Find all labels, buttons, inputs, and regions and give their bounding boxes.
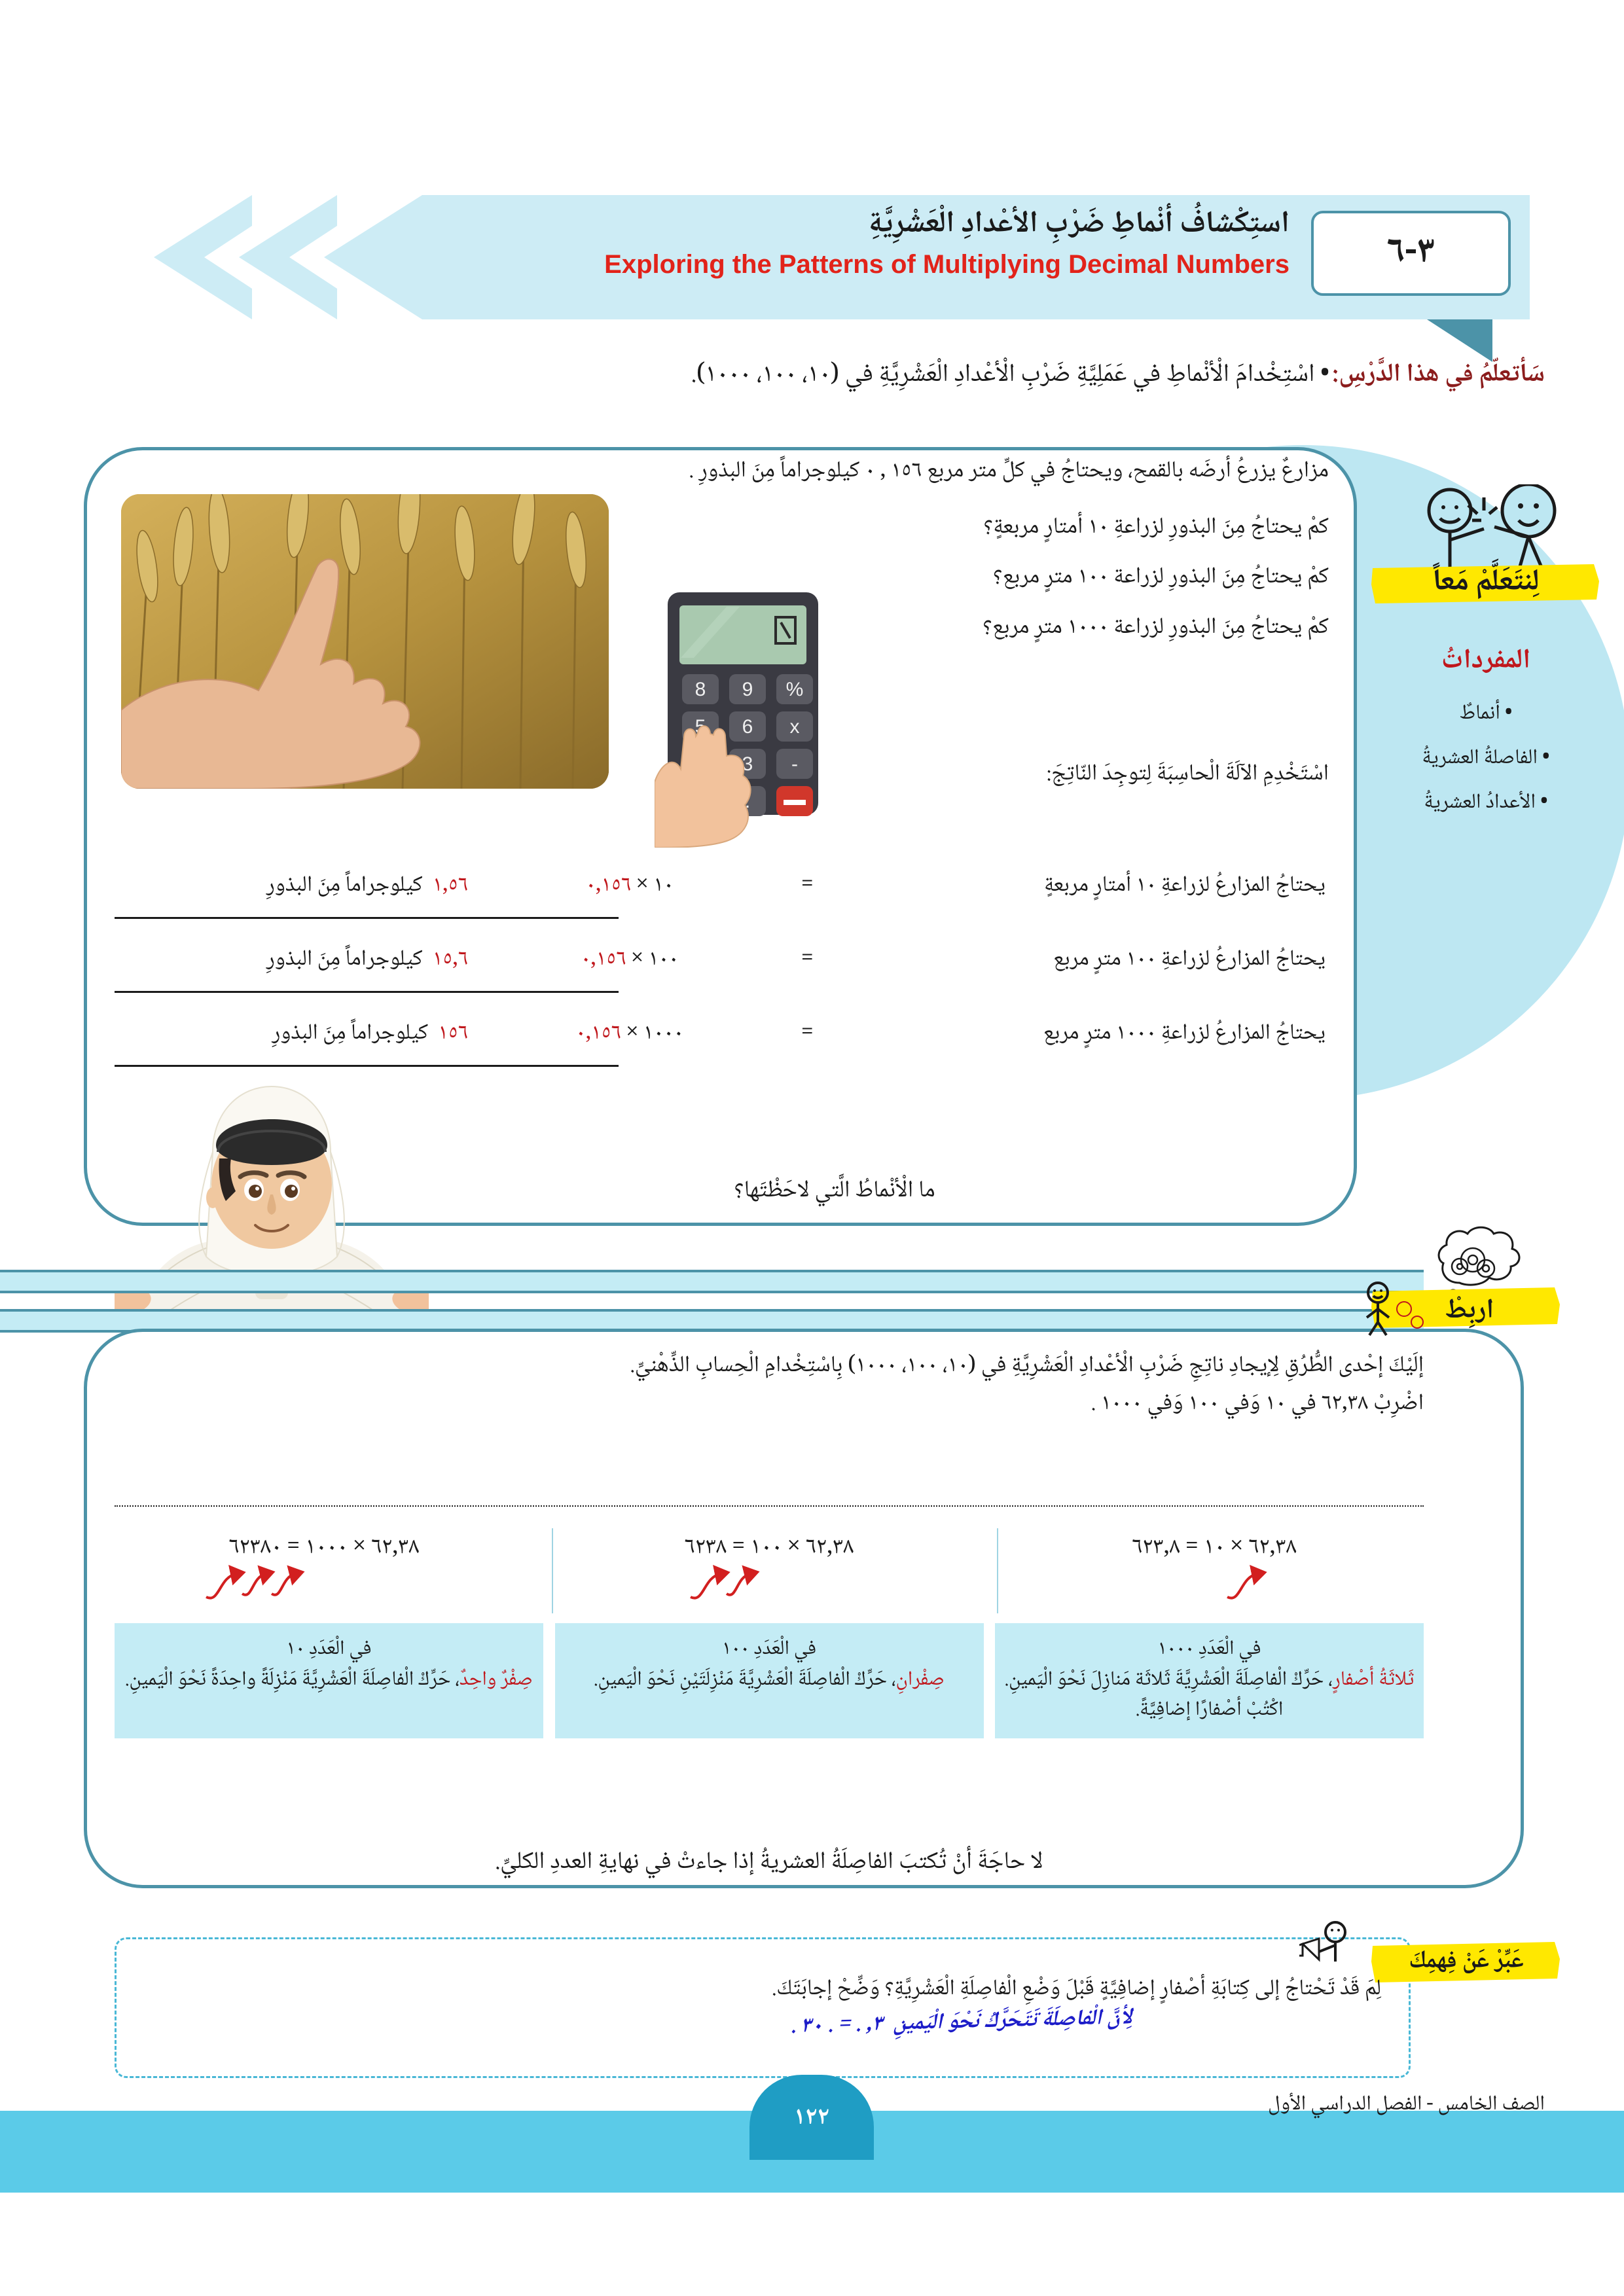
svg-text:%: %: [786, 679, 804, 700]
svg-text:8: 8: [695, 679, 706, 700]
svg-text:9: 9: [742, 679, 753, 700]
svg-text:x: x: [790, 716, 800, 738]
svg-text:6: 6: [742, 716, 753, 738]
